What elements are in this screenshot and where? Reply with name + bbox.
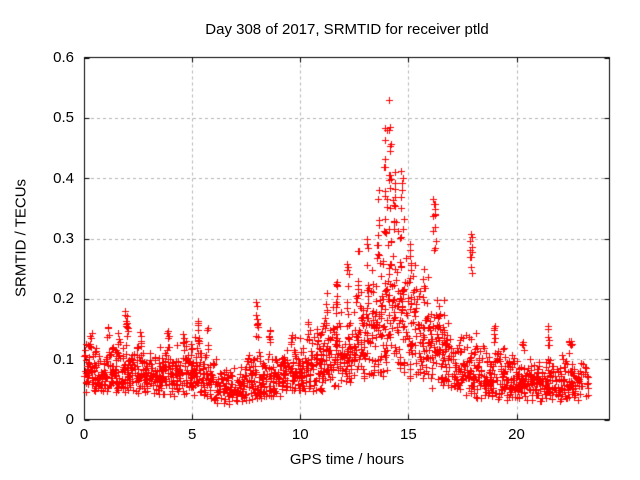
y-tick-label: 0.1 (53, 350, 74, 368)
y-tick-label: 0.4 (53, 169, 74, 187)
y-tick-label: 0.5 (53, 109, 74, 127)
x-tick-label: 5 (187, 426, 197, 443)
y-tick-label: 0.3 (53, 230, 74, 247)
y-tick-label: 0.6 (53, 49, 74, 66)
x-tick-label: 20 (508, 426, 525, 443)
x-tick-label: 10 (291, 426, 309, 443)
y-tick-label: 0.2 (53, 290, 74, 308)
x-tick-label: 15 (400, 426, 417, 443)
y-tick-label: 0 (65, 411, 74, 428)
x-tick-label: 0 (79, 426, 89, 443)
x-axis-label: GPS time / hours (289, 451, 405, 468)
chart-title: Day 308 of 2017, SRMTID for receiver ptl… (205, 21, 489, 38)
